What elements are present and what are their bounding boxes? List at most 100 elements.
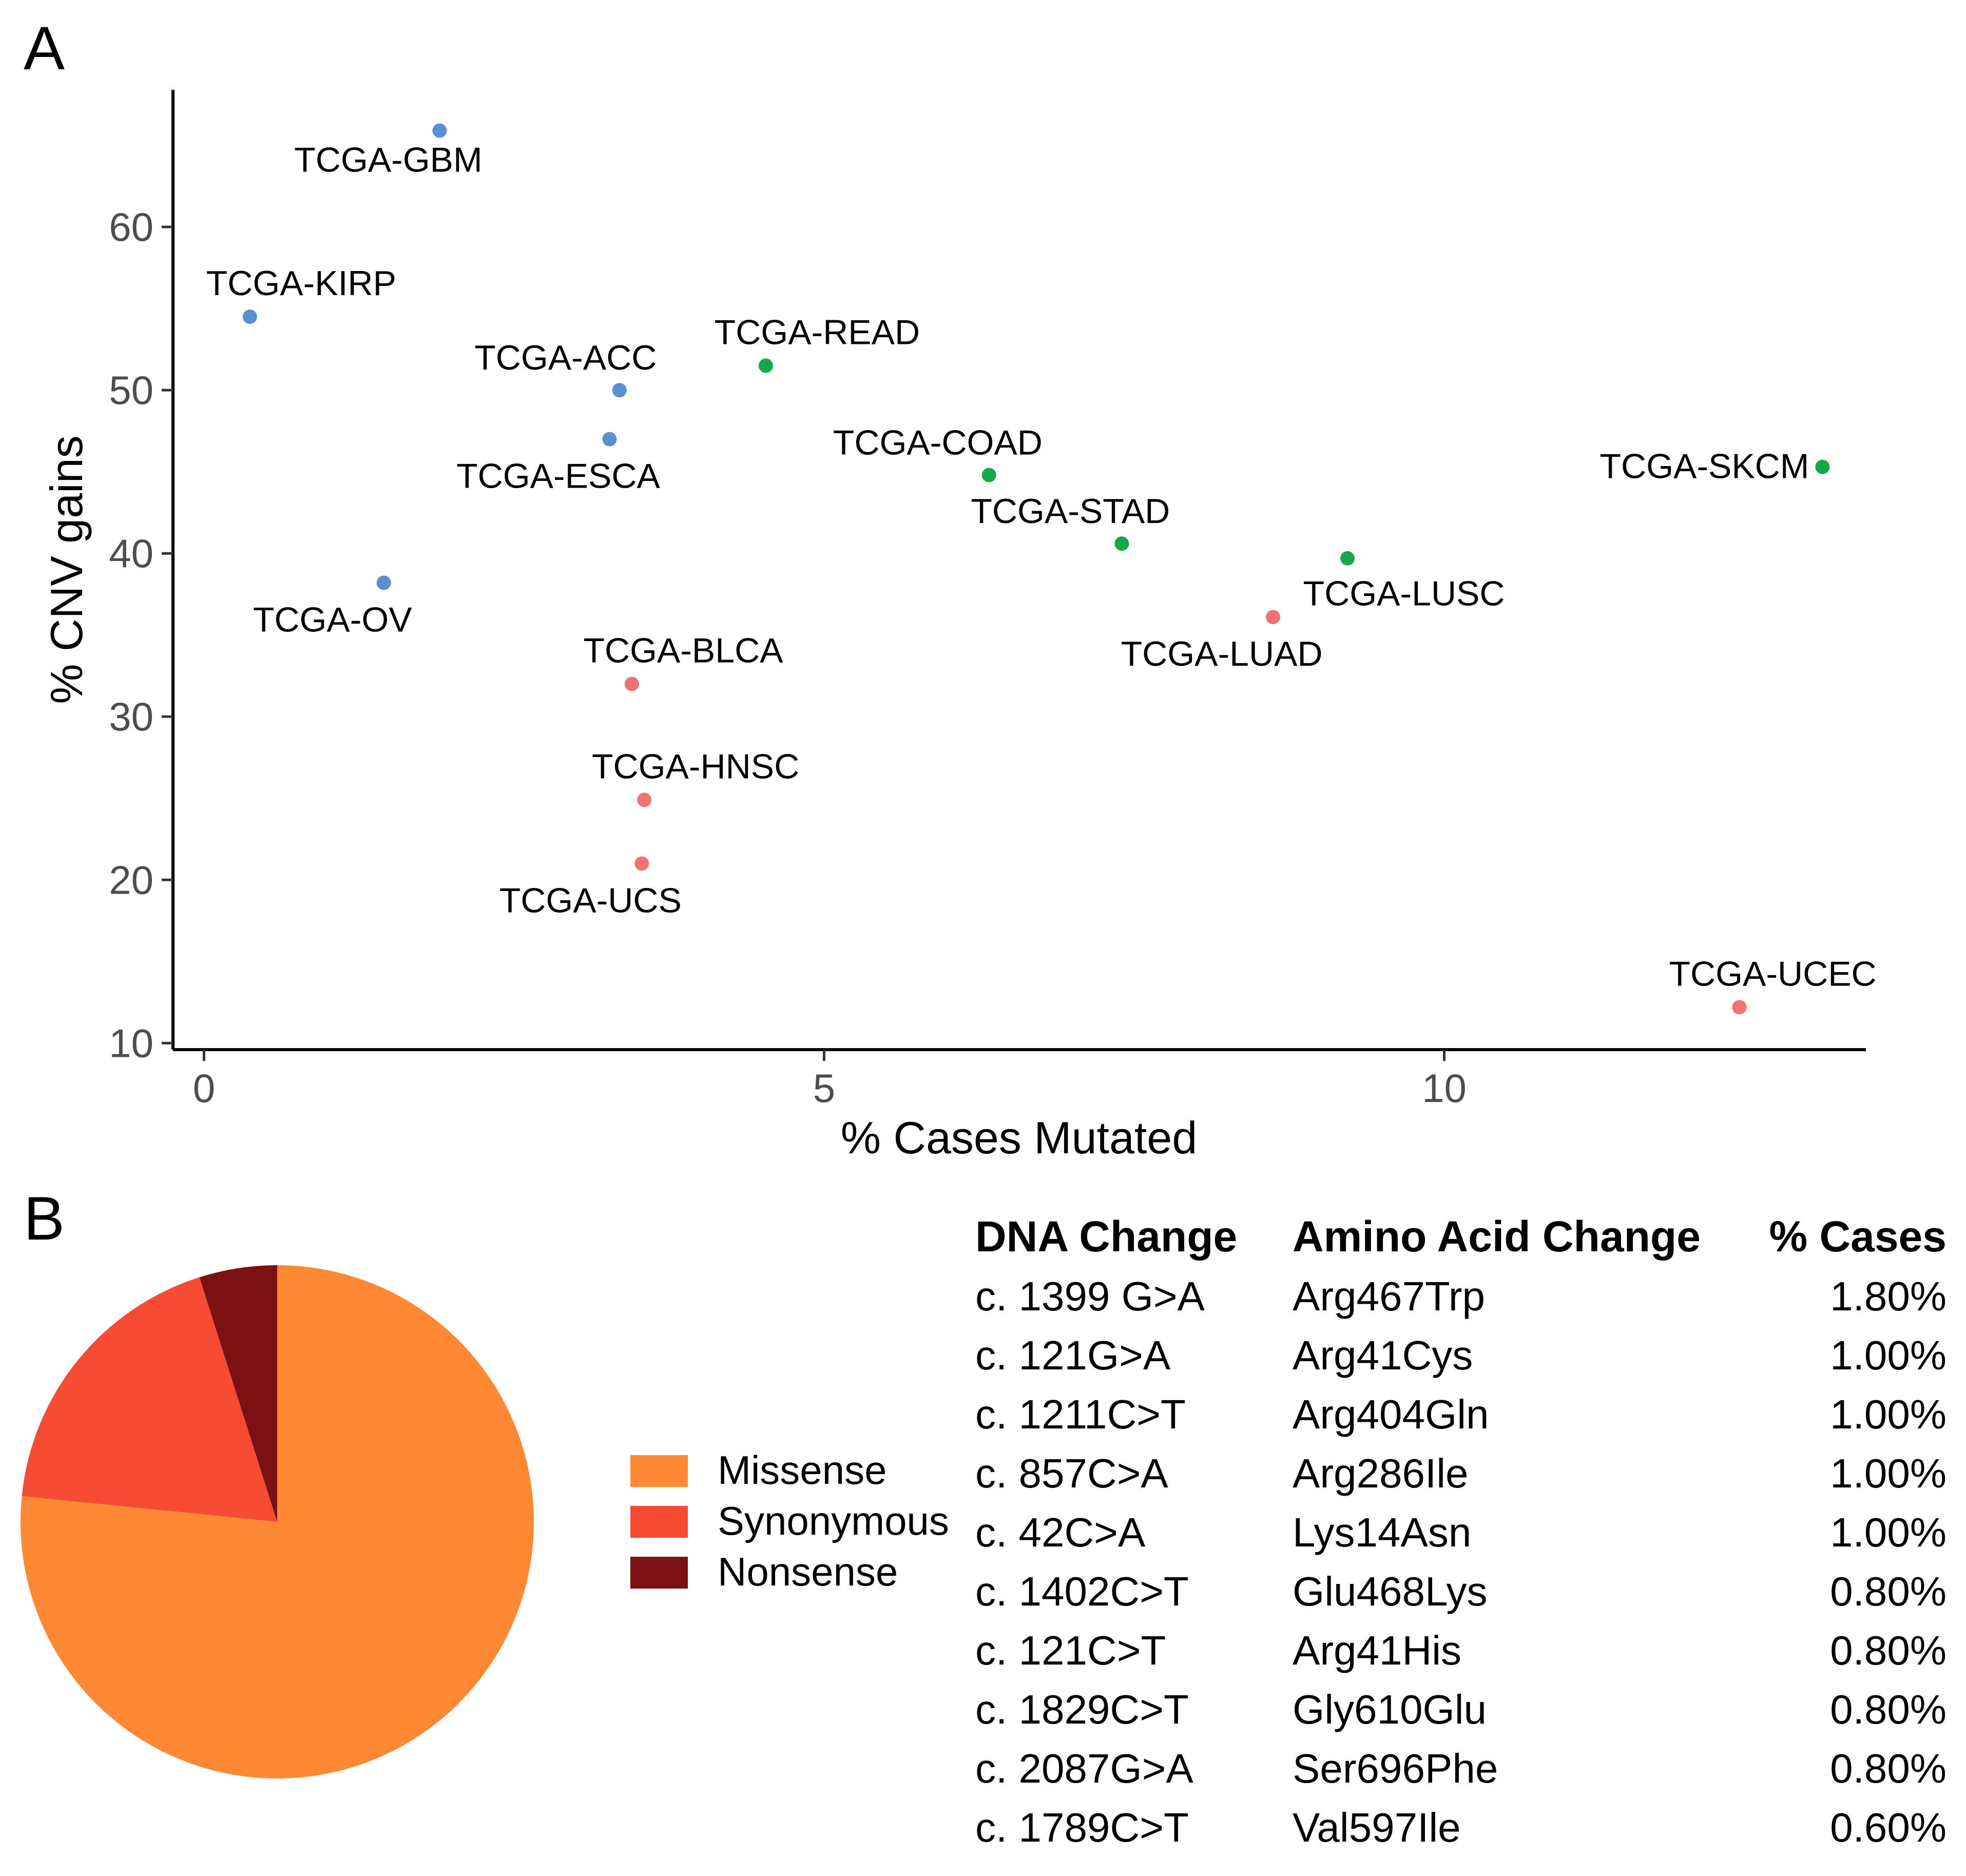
table-cell: 1.00%	[1830, 1391, 1946, 1437]
table-cell: Arg404Gln	[1293, 1391, 1489, 1437]
table-row: c. 2087G>A Ser696Phe 0.80%	[975, 1746, 1946, 1791]
table-cell: 1.00%	[1830, 1450, 1946, 1496]
legend-swatch-nonsense	[630, 1557, 688, 1589]
point-tcga-acc	[612, 383, 627, 398]
table-cell: Lys14Asn	[1293, 1510, 1471, 1555]
point-label: TCGA-BLCA	[583, 631, 783, 670]
point-tcga-ov	[376, 575, 391, 590]
table-cell: Ser696Phe	[1293, 1746, 1498, 1791]
table-cell: Glu468Lys	[1293, 1569, 1488, 1614]
table-cell: Val597Ile	[1293, 1805, 1461, 1850]
scatter-points: TCGA-GBM TCGA-KIRP TCGA-ACC TCGA-ESCA TCGA-O…	[206, 123, 1877, 1015]
table-cell: c. 1402C>T	[975, 1569, 1189, 1614]
panel-label-b: B	[24, 1184, 65, 1253]
x-tick-label: 10	[1422, 1066, 1467, 1111]
y-tick-label: 50	[109, 368, 153, 413]
table-row: c. 857C>A Arg286Ile 1.00%	[975, 1450, 1946, 1496]
point-label: TCGA-SKCM	[1599, 447, 1809, 486]
y-tick-label: 30	[109, 694, 153, 739]
table-cell: Arg286Ile	[1293, 1450, 1468, 1496]
point-tcga-blca	[624, 676, 639, 691]
point-tcga-coad	[981, 468, 996, 482]
table-cell: c. 121C>T	[975, 1628, 1166, 1673]
point-tcga-skcm	[1815, 459, 1830, 474]
table-cell: 1.00%	[1830, 1510, 1946, 1555]
point-tcga-kirp	[242, 310, 257, 324]
table-row: c. 121G>A Arg41Cys 1.00%	[975, 1332, 1946, 1378]
point-tcga-gbm	[432, 123, 447, 138]
legend-label-nonsense: Nonsense	[718, 1549, 898, 1594]
table-row: c. 1789C>T Val597Ile 0.60%	[975, 1805, 1946, 1850]
legend-swatch-missense	[630, 1455, 688, 1487]
table-cell: Arg467Trp	[1293, 1273, 1485, 1319]
pie-panel: B Missense Synonymous Nonsense	[21, 1184, 949, 1779]
point-label: TCGA-UCEC	[1669, 954, 1876, 993]
table-cell: 1.00%	[1830, 1332, 1946, 1378]
table-cell: c. 1211C>T	[975, 1391, 1186, 1437]
point-label: TCGA-ESCA	[456, 457, 660, 496]
table-cell: Arg41Cys	[1293, 1332, 1473, 1378]
y-tick-label: 40	[109, 531, 153, 576]
point-tcga-hnsc	[637, 792, 652, 807]
table-header: DNA Change	[975, 1212, 1237, 1261]
x-tick-label: 0	[193, 1066, 215, 1111]
table-row: c. 121C>T Arg41His 0.80%	[975, 1628, 1946, 1673]
point-label: TCGA-READ	[715, 313, 920, 352]
point-label: TCGA-COAD	[833, 423, 1043, 462]
table-header: Amino Acid Change	[1293, 1212, 1701, 1261]
point-label: TCGA-OV	[253, 600, 412, 639]
point-label: TCGA-ACC	[474, 338, 657, 377]
point-tcga-lusc	[1340, 551, 1355, 566]
point-label: TCGA-STAD	[971, 492, 1170, 531]
point-label: TCGA-LUSC	[1303, 574, 1505, 613]
point-tcga-luad	[1266, 610, 1281, 625]
pie-legend: Missense Synonymous Nonsense	[630, 1447, 949, 1594]
table-cell: c. 1789C>T	[975, 1805, 1189, 1850]
point-tcga-stad	[1114, 536, 1129, 551]
mutation-table: DNA Change Amino Acid Change % Cases c. 139…	[975, 1212, 1946, 1850]
point-label: TCGA-GBM	[294, 141, 482, 180]
table-row: c. 1829C>T Gly610Glu 0.80%	[975, 1687, 1946, 1732]
pie-slice-nonsense	[199, 1265, 277, 1522]
table-cell: Gly610Glu	[1293, 1687, 1487, 1732]
table-cell: 0.60%	[1830, 1805, 1946, 1850]
table-cell: 0.80%	[1830, 1687, 1946, 1732]
point-label: TCGA-KIRP	[206, 264, 396, 303]
table-cell: c. 1399 G>A	[975, 1273, 1205, 1319]
y-tick-label: 20	[109, 857, 153, 902]
table-cell: c. 857C>A	[975, 1450, 1168, 1496]
point-tcga-ucs	[634, 856, 649, 871]
table-cell: Arg41His	[1293, 1628, 1461, 1673]
y-tick-label: 10	[109, 1020, 153, 1066]
point-label: TCGA-LUAD	[1121, 634, 1323, 673]
table-row: c. 42C>A Lys14Asn 1.00%	[975, 1510, 1946, 1555]
point-label: TCGA-HNSC	[592, 747, 799, 786]
point-tcga-esca	[602, 432, 617, 447]
table-cell: 0.80%	[1830, 1569, 1946, 1614]
y-tick-label: 60	[109, 204, 153, 249]
table-row: c. 1211C>T Arg404Gln 1.00%	[975, 1391, 1946, 1437]
legend-label-missense: Missense	[718, 1447, 886, 1493]
x-axis-title: % Cases Mutated	[841, 1112, 1198, 1163]
point-label: TCGA-UCS	[499, 881, 682, 920]
y-ticks: 10 20 30 40 50 60	[109, 204, 173, 1066]
pie-chart	[21, 1265, 534, 1779]
table-cell: c. 2087G>A	[975, 1746, 1193, 1791]
x-ticks: 0 5 10	[193, 1050, 1467, 1111]
panel-label-a: A	[24, 14, 65, 83]
table-header: % Cases	[1769, 1212, 1946, 1261]
table-cell: 0.80%	[1830, 1746, 1946, 1791]
table-cell: c. 1829C>T	[975, 1687, 1189, 1732]
pie-slice-missense	[21, 1265, 534, 1779]
table-row: c. 1402C>T Glu468Lys 0.80%	[975, 1569, 1946, 1614]
point-tcga-read	[758, 358, 773, 373]
legend-label-synonymous: Synonymous	[718, 1498, 949, 1543]
y-axis-title: % CNV gains	[41, 435, 92, 704]
legend-swatch-synonymous	[630, 1506, 688, 1538]
table-row: c. 1399 G>A Arg467Trp 1.80%	[975, 1273, 1946, 1319]
table-cell: c. 42C>A	[975, 1510, 1146, 1555]
point-tcga-ucec	[1732, 1000, 1747, 1015]
pie-slice-synonymous	[22, 1277, 278, 1522]
table-cell: 1.80%	[1830, 1273, 1946, 1319]
